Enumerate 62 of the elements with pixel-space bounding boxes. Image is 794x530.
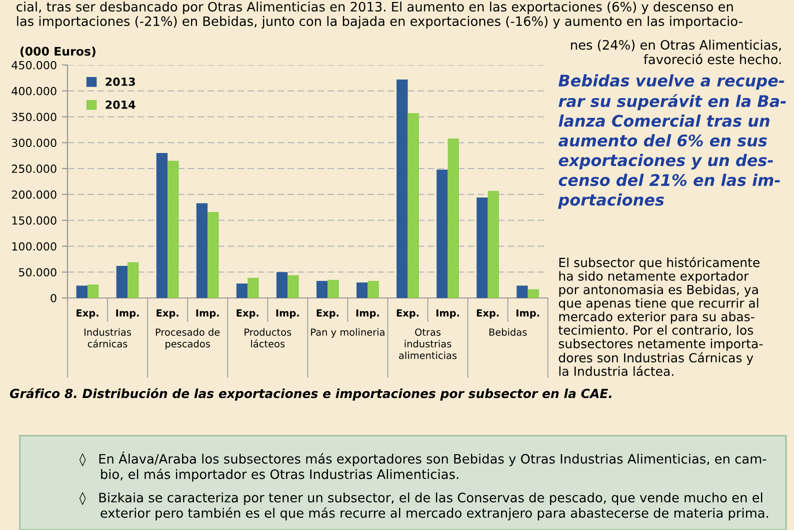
bar	[528, 289, 540, 298]
text: Gráfico 8. Distribución de las exportaciones e importaciones por subsector en la CAE.	[10, 388, 612, 401]
bar	[128, 262, 139, 298]
x-tick-label: Exp.	[76, 309, 98, 319]
y-tick-label: 250.000	[12, 164, 56, 173]
bar	[76, 286, 88, 298]
bar	[356, 282, 368, 298]
x-tick-label: Imp.	[436, 309, 459, 319]
x-tick-label: Exp.	[476, 309, 499, 319]
y-axis-title: (000 Euros)	[20, 46, 96, 58]
x-tick-label: Imp.	[276, 309, 299, 319]
x-tick-label: Exp.	[396, 309, 419, 319]
text: El subsector que históricamente ha sido netamente exportador por antonomasia es Bebidas, ya que apenas tiene que recurrir al mercado exterior para su abas- tecimiento. Por el contrario, los subsectores netamente importa- dores son Industrias Cárnicas y la Industria láctea.	[558, 257, 763, 376]
y-tick-label: 400.000	[12, 86, 56, 96]
x-tick-label: Imp.	[516, 309, 540, 319]
text: Bebidas vuelve a recupe- rar su superávit en la Ba- lanza Comercial tras un aumento del 6% en sus exportaciones y un des- censo del 21% en las im- portaciones	[558, 74, 786, 209]
text: Pan y molineria	[311, 328, 384, 338]
bar	[88, 284, 99, 298]
bar	[476, 198, 488, 298]
text: Procesado de pescados	[156, 328, 220, 350]
x-tick-label: Imp.	[196, 309, 219, 319]
bar	[288, 275, 299, 298]
bar	[368, 280, 379, 298]
bar	[116, 266, 128, 298]
bar	[168, 160, 179, 298]
bar	[196, 203, 208, 298]
bar	[448, 138, 459, 298]
y-tick-label: 300.000	[12, 138, 56, 148]
y-tick-label: 450.000	[12, 60, 56, 70]
y-tick-label: 100.000	[12, 242, 56, 251]
text: Productos lácteos	[244, 328, 292, 348]
bar	[236, 284, 248, 298]
text: cial, tras ser desbancado por Otras Alimenticias en 2013. El aumento en las exportaciones (6%) y descenso en las importaciones (-21%) en Bebidas, junto con la bajada en exportaciones (-16%) y aumento en las importacio-	[16, 2, 742, 29]
legend-label: 2013	[106, 78, 135, 86]
y-tick-label: 350.000	[12, 112, 56, 122]
x-tick-label: Imp.	[356, 309, 379, 319]
bar	[208, 212, 219, 298]
bar	[408, 113, 419, 298]
bar	[436, 170, 448, 298]
x-tick-label: Imp.	[116, 309, 139, 319]
text: ◊ En Álava/Araba los subsectores más exportadores son Bebidas y Otras Industrias Alimenticias, en cam- bio, el más importador es Otras Industrias Alimenticias.	[79, 452, 766, 482]
text: ◊ Bizkaia se caracteriza por tener un subsector, el de las Conservas de pescado, que vende mucho en el exterior pero también es el que más recurre al mercado extranjero para abastecerse de materia prima.	[79, 492, 768, 520]
bar	[276, 272, 288, 298]
bar	[316, 280, 328, 298]
text: Otras industrias alimenticias	[399, 328, 457, 360]
bar	[156, 153, 168, 298]
y-tick-label: 50.000	[19, 268, 56, 276]
legend-label: 2014	[106, 100, 136, 109]
text: nes (24%) en Otras Alimenticias, favoreció este hecho.	[571, 40, 781, 64]
text: Bebidas	[489, 328, 527, 336]
x-tick-label: Exp.	[156, 309, 178, 319]
x-tick-label: Exp.	[316, 309, 338, 319]
bar	[488, 190, 500, 298]
y-tick-label: 200.000	[12, 190, 56, 199]
y-tick-label: 150.000	[12, 216, 56, 225]
x-tick-label: Exp.	[236, 309, 258, 319]
bar	[248, 278, 259, 298]
bar	[396, 80, 408, 298]
text: Industrias cárnicas	[84, 328, 132, 348]
bar	[516, 286, 528, 298]
y-tick-label: 0	[50, 294, 56, 302]
bar	[328, 280, 339, 298]
